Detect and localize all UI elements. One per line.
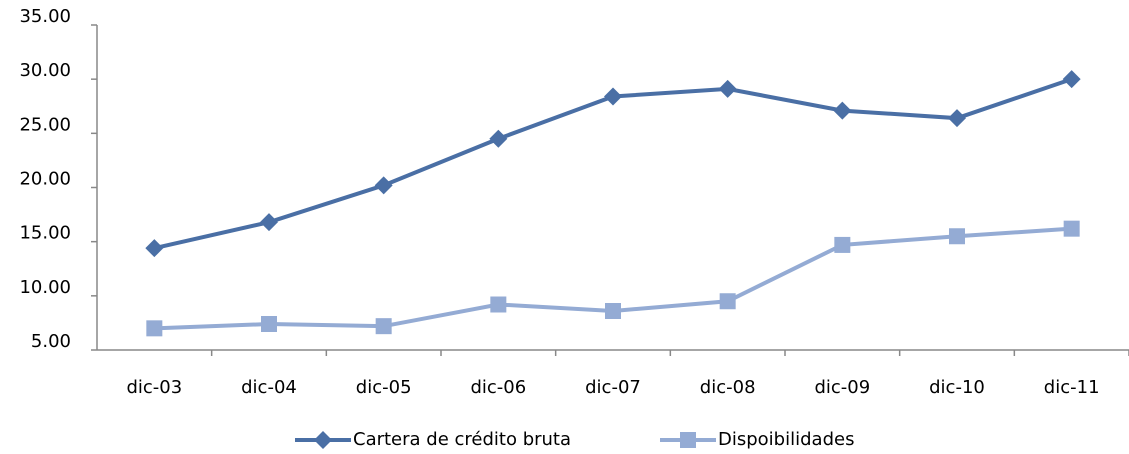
y-tick-label: 25.00 (19, 114, 71, 135)
x-tick-label: dic-07 (585, 377, 641, 398)
point (260, 213, 278, 232)
x-tick-label: dic-05 (356, 377, 412, 398)
point (490, 296, 507, 313)
point (375, 318, 392, 335)
point (719, 293, 736, 310)
point (949, 228, 965, 245)
point (1063, 220, 1080, 237)
x-tick-label: dic-09 (814, 377, 870, 398)
point (833, 101, 852, 120)
point (834, 236, 851, 253)
y-tick-label: 15.00 (19, 223, 71, 244)
y-tick-label: 20.00 (19, 169, 71, 190)
point (489, 129, 508, 148)
point (374, 176, 393, 195)
legend-label: Dispoibilidades (718, 429, 854, 450)
y-tick-label: 10.00 (19, 277, 71, 298)
x-tick-label: dic-11 (1044, 377, 1100, 398)
x-tick-label: dic-04 (241, 377, 297, 398)
point (261, 316, 277, 332)
x-tick-label: dic-06 (470, 377, 526, 398)
y-tick-label: 30.00 (19, 60, 71, 81)
legend-label: Cartera de crédito bruta (353, 429, 571, 450)
legend-marker (314, 431, 332, 449)
x-tick-label: dic-03 (126, 377, 182, 398)
point (1062, 70, 1081, 89)
x-tick-label: dic-08 (700, 377, 756, 398)
point (146, 320, 163, 337)
point (948, 109, 966, 128)
legend-marker (680, 432, 696, 448)
point (605, 303, 621, 319)
point (604, 87, 622, 106)
y-tick-label: 5.00 (31, 331, 71, 352)
y-tick-label: 35.00 (19, 6, 71, 27)
x-tick-label: dic-10 (929, 377, 985, 398)
point (145, 239, 164, 258)
point (718, 79, 737, 98)
